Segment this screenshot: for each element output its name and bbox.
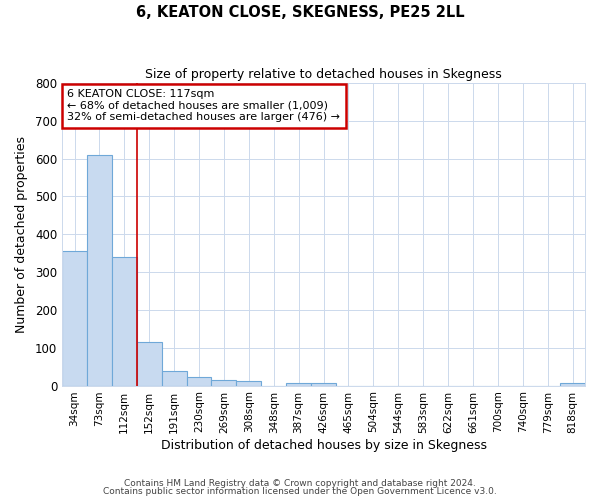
- Bar: [311, 382, 336, 386]
- Bar: [187, 378, 211, 386]
- Y-axis label: Number of detached properties: Number of detached properties: [15, 136, 28, 333]
- Bar: [560, 382, 585, 386]
- Bar: [87, 155, 112, 386]
- Bar: [62, 252, 87, 386]
- Bar: [137, 342, 161, 386]
- Text: 6 KEATON CLOSE: 117sqm
← 68% of detached houses are smaller (1,009)
32% of semi-: 6 KEATON CLOSE: 117sqm ← 68% of detached…: [67, 89, 340, 122]
- Bar: [161, 371, 187, 386]
- Text: Contains public sector information licensed under the Open Government Licence v3: Contains public sector information licen…: [103, 488, 497, 496]
- Bar: [286, 382, 311, 386]
- X-axis label: Distribution of detached houses by size in Skegness: Distribution of detached houses by size …: [161, 440, 487, 452]
- Title: Size of property relative to detached houses in Skegness: Size of property relative to detached ho…: [145, 68, 502, 80]
- Bar: [211, 380, 236, 386]
- Bar: [236, 382, 261, 386]
- Bar: [112, 257, 137, 386]
- Text: 6, KEATON CLOSE, SKEGNESS, PE25 2LL: 6, KEATON CLOSE, SKEGNESS, PE25 2LL: [136, 5, 464, 20]
- Text: Contains HM Land Registry data © Crown copyright and database right 2024.: Contains HM Land Registry data © Crown c…: [124, 478, 476, 488]
